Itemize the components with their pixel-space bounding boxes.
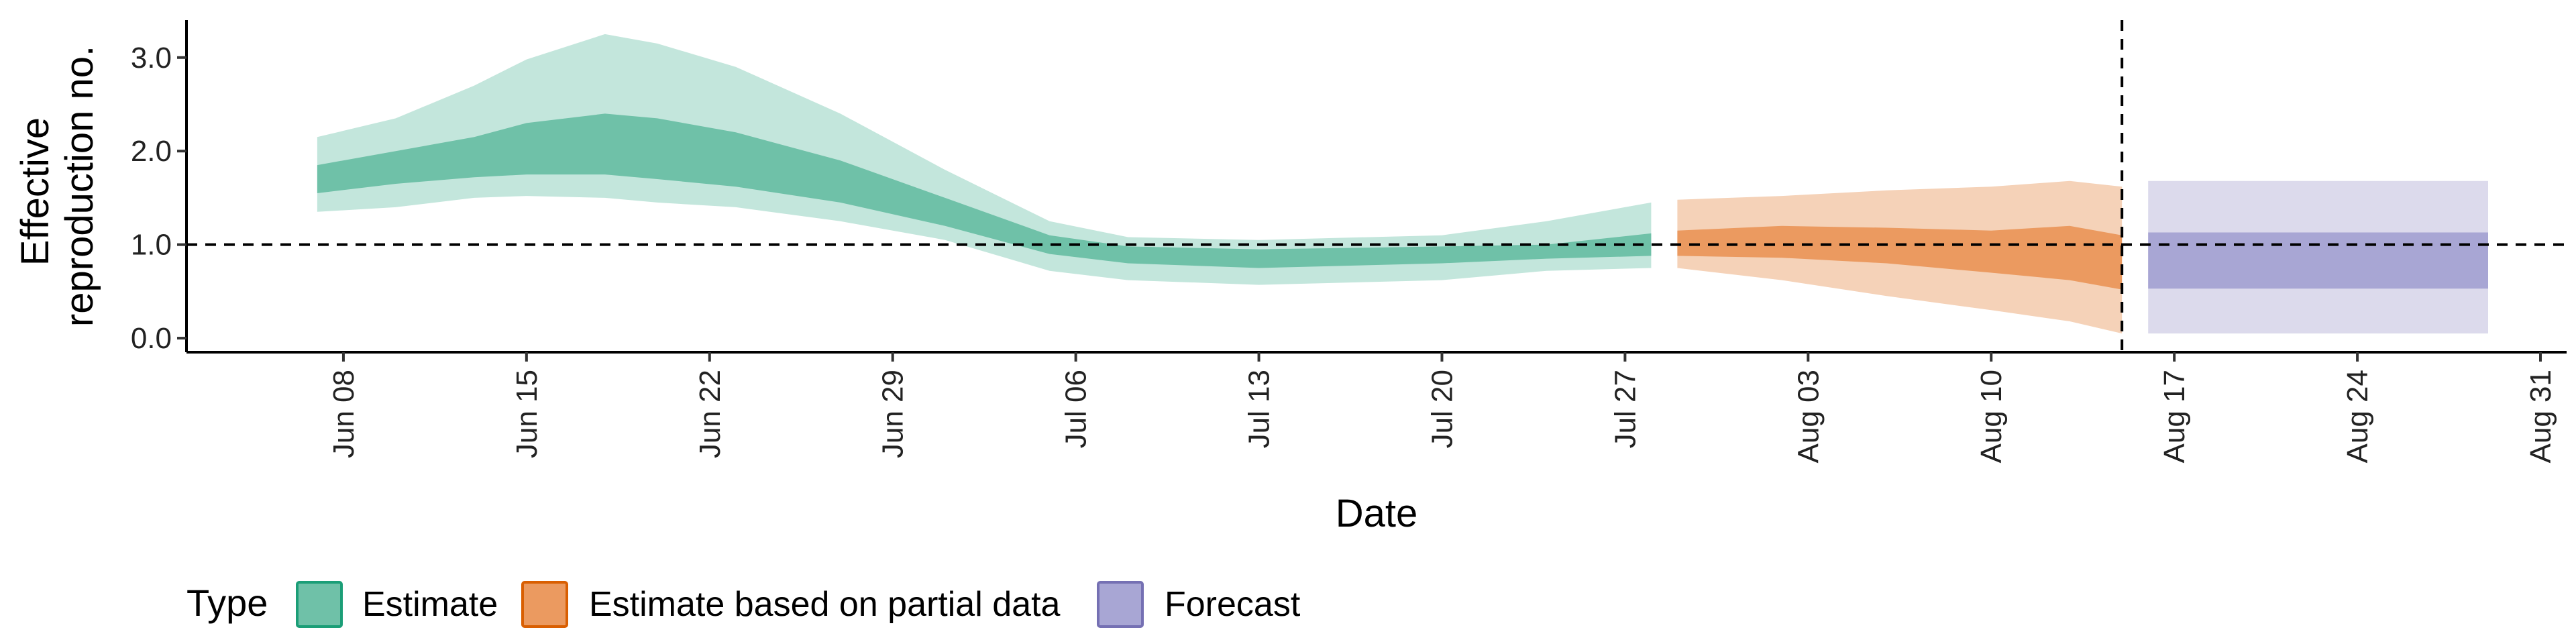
legend-label-3: Forecast [1165, 585, 1301, 624]
x-tick-label: Aug 17 [2158, 370, 2191, 463]
series-2-inner-band [1677, 225, 2123, 290]
x-tick-label: Aug 03 [1792, 370, 1825, 463]
x-tick-label: Aug 31 [2524, 370, 2557, 463]
legend: Type Estimate Estimate based on partial d… [186, 581, 1301, 628]
series-3-inner-band [2148, 232, 2488, 289]
y-axis-title-line-2: reproduction no. [58, 46, 101, 327]
x-tick-label: Aug 10 [1975, 370, 2008, 463]
x-tick-label: Jul 20 [1426, 370, 1458, 448]
x-tick-label: Jun 08 [327, 370, 360, 458]
x-tick-label: Aug 24 [2341, 370, 2374, 463]
y-tick-label: 2.0 [131, 135, 172, 168]
x-tick-label: Jun 29 [877, 370, 910, 458]
x-tick-label: Jul 27 [1609, 370, 1642, 448]
x-tick-label: Jul 06 [1060, 370, 1093, 448]
legend-key-1 [296, 581, 343, 628]
legend-label-1: Estimate [362, 585, 498, 624]
reference-lines [186, 20, 2567, 352]
y-axis-title: Effective reproduction no. [13, 46, 101, 327]
x-axis-title: Date [1336, 492, 1418, 535]
legend-title: Type [186, 582, 268, 624]
series-1-inner-band [317, 113, 1652, 268]
y-tick-label: 1.0 [131, 229, 172, 262]
legend-key-3 [1097, 581, 1144, 628]
series-1-outer-band [317, 34, 1652, 285]
x-tick-label: Jun 22 [694, 370, 727, 458]
y-axis-title-line-1: Effective [13, 117, 57, 266]
x-tick-label: Jun 15 [511, 370, 543, 458]
legend-key-2 [521, 581, 568, 628]
legend-label-2: Estimate based on partial data [589, 585, 1061, 624]
y-tick-label: 3.0 [131, 42, 172, 74]
x-tick-label: Jul 13 [1243, 370, 1276, 448]
y-tick-label: 0.0 [131, 322, 172, 355]
axes: 0.0 1.0 2.0 3.0 Jun 08 Jun 15 Jun 22 Jun 29 Jul … [131, 20, 2567, 463]
bands-layer [317, 34, 2488, 334]
